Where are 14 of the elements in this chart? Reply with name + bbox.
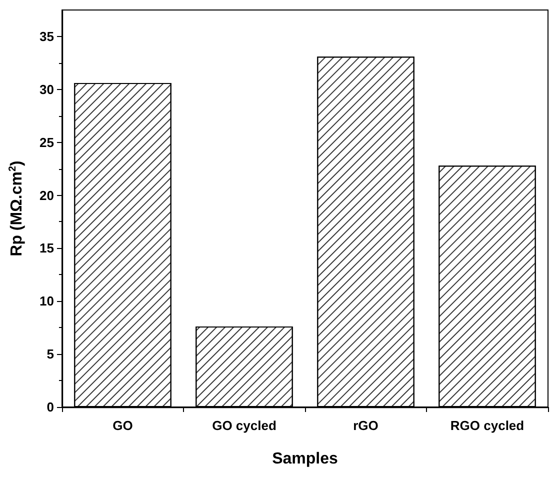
y-tick-label: 10: [40, 294, 54, 309]
y-tick-label: 5: [46, 346, 54, 362]
x-tick-label: GO: [112, 418, 133, 433]
y-tick-label: 30: [40, 82, 54, 97]
y-tick-label: 15: [40, 240, 54, 256]
x-tick-label: rGO: [353, 418, 378, 433]
x-tick-label: RGO cycled: [450, 418, 524, 433]
x-tick-label: GO cycled: [212, 418, 276, 433]
y-tick-label: 25: [40, 134, 54, 150]
y-tick-label: 20: [40, 188, 54, 203]
x-axis-title: Samples: [272, 450, 338, 468]
y-tick-label: 35: [40, 28, 54, 44]
y-axis-title: Rp (MΩ.cm2): [8, 160, 26, 256]
y-tick-label: 0: [46, 400, 54, 414]
